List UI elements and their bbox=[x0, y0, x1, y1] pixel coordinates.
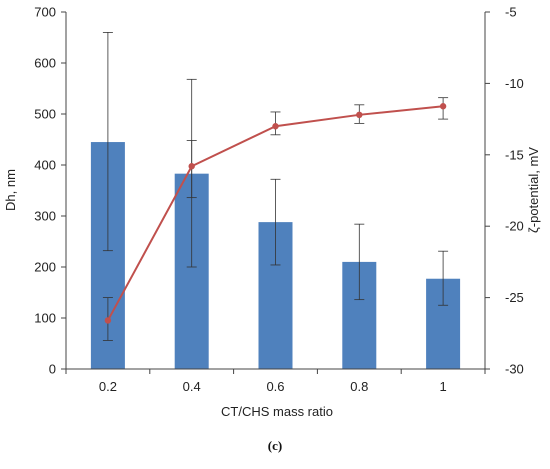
x-tick-label-0.6: 0.6 bbox=[266, 379, 284, 394]
right-tick-label--15: -15 bbox=[505, 147, 524, 162]
right-tick-label--20: -20 bbox=[505, 219, 524, 234]
left-tick-label-400: 400 bbox=[34, 158, 56, 173]
zeta-point-0.8 bbox=[356, 111, 363, 119]
right-tick-label--10: -10 bbox=[505, 76, 524, 91]
left-tick-label-700: 700 bbox=[34, 5, 56, 20]
x-tick-label-0.4: 0.4 bbox=[183, 379, 201, 394]
left-tick-label-200: 200 bbox=[34, 260, 56, 275]
right-tick-label--30: -30 bbox=[505, 362, 524, 377]
x-tick-label-0.8: 0.8 bbox=[350, 379, 368, 394]
left-tick-label-300: 300 bbox=[34, 209, 56, 224]
left-y-axis-title: Dh, nm bbox=[3, 169, 18, 211]
zeta-point-0.2 bbox=[104, 317, 112, 324]
left-tick-label-100: 100 bbox=[34, 311, 56, 326]
zeta-point-1 bbox=[439, 103, 447, 110]
right-tick-label--5: -5 bbox=[505, 5, 517, 20]
left-tick-label-500: 500 bbox=[34, 107, 56, 122]
figure-caption: (c) bbox=[267, 438, 283, 453]
axes-layer: 0 100 200 300 400 500 600 700 -30 -25 -20 -15 -10 -5 0… bbox=[34, 5, 524, 395]
right-tick-label--25: -25 bbox=[505, 290, 524, 305]
left-tick-label-0: 0 bbox=[49, 362, 56, 377]
x-axis-title: CT/CHS mass ratio bbox=[221, 404, 333, 419]
right-y-axis-title: ζ-potential, mV bbox=[526, 147, 541, 233]
zeta-point-0.6 bbox=[272, 123, 279, 130]
zeta-line-layer bbox=[104, 103, 447, 324]
x-tick-label-1: 1 bbox=[439, 379, 446, 394]
x-tick-label-0.2: 0.2 bbox=[99, 379, 117, 394]
left-tick-label-600: 600 bbox=[34, 56, 56, 71]
zeta-point-0.4 bbox=[188, 163, 195, 170]
